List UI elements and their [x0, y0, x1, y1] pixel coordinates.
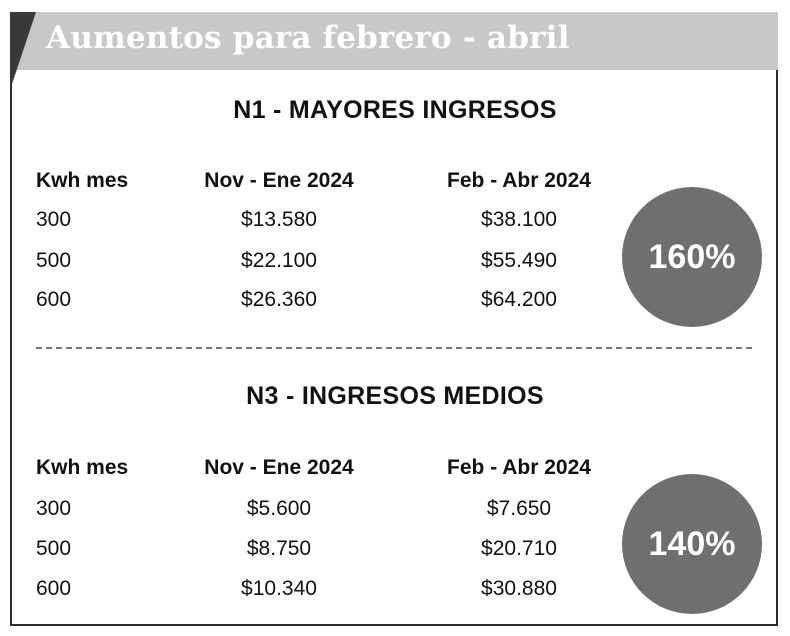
cell-kwh: 500 — [36, 249, 72, 272]
cell-kwh: 600 — [36, 577, 72, 600]
cell-kwh: 300 — [36, 497, 72, 520]
cell-feb-abr: $64.200 — [481, 288, 557, 311]
cell-nov-ene: $22.100 — [241, 249, 317, 272]
increase-value: 140% — [648, 524, 736, 563]
header-fold-corner — [10, 12, 36, 90]
cell-kwh: 300 — [36, 208, 72, 231]
infographic-title: Aumentos para febrero - abril — [46, 20, 570, 56]
section-title-n3: N3 - INGRESOS MEDIOS — [246, 382, 544, 410]
column-header-nov-ene: Nov - Ene 2024 — [204, 456, 354, 479]
section-divider — [36, 347, 752, 349]
cell-kwh: 600 — [36, 288, 72, 311]
column-header-feb-abr: Feb - Abr 2024 — [447, 169, 591, 192]
cell-feb-abr: $55.490 — [481, 249, 557, 272]
cell-kwh: 500 — [36, 537, 72, 560]
increase-badge-n1: 160% — [622, 187, 762, 327]
column-header-nov-ene: Nov - Ene 2024 — [204, 169, 354, 192]
increase-value: 160% — [648, 237, 736, 276]
cell-nov-ene: $5.600 — [246, 497, 312, 520]
section-title-n1: N1 - MAYORES INGRESOS — [233, 96, 557, 124]
cell-feb-abr: $20.710 — [481, 537, 557, 560]
column-header-feb-abr: Feb - Abr 2024 — [447, 456, 591, 479]
cell-nov-ene: $10.340 — [241, 577, 317, 600]
cell-nov-ene: $13.580 — [241, 208, 317, 231]
column-header-kwh: Kwh mes — [36, 169, 129, 192]
header-band — [10, 12, 778, 70]
cell-feb-abr: $38.100 — [481, 208, 557, 231]
column-header-kwh: Kwh mes — [36, 456, 129, 479]
cell-feb-abr: $7.650 — [486, 497, 552, 520]
cell-nov-ene: $26.360 — [241, 288, 317, 311]
cell-feb-abr: $30.880 — [481, 577, 557, 600]
cell-nov-ene: $8.750 — [246, 537, 312, 560]
increase-badge-n3: 140% — [622, 474, 762, 614]
